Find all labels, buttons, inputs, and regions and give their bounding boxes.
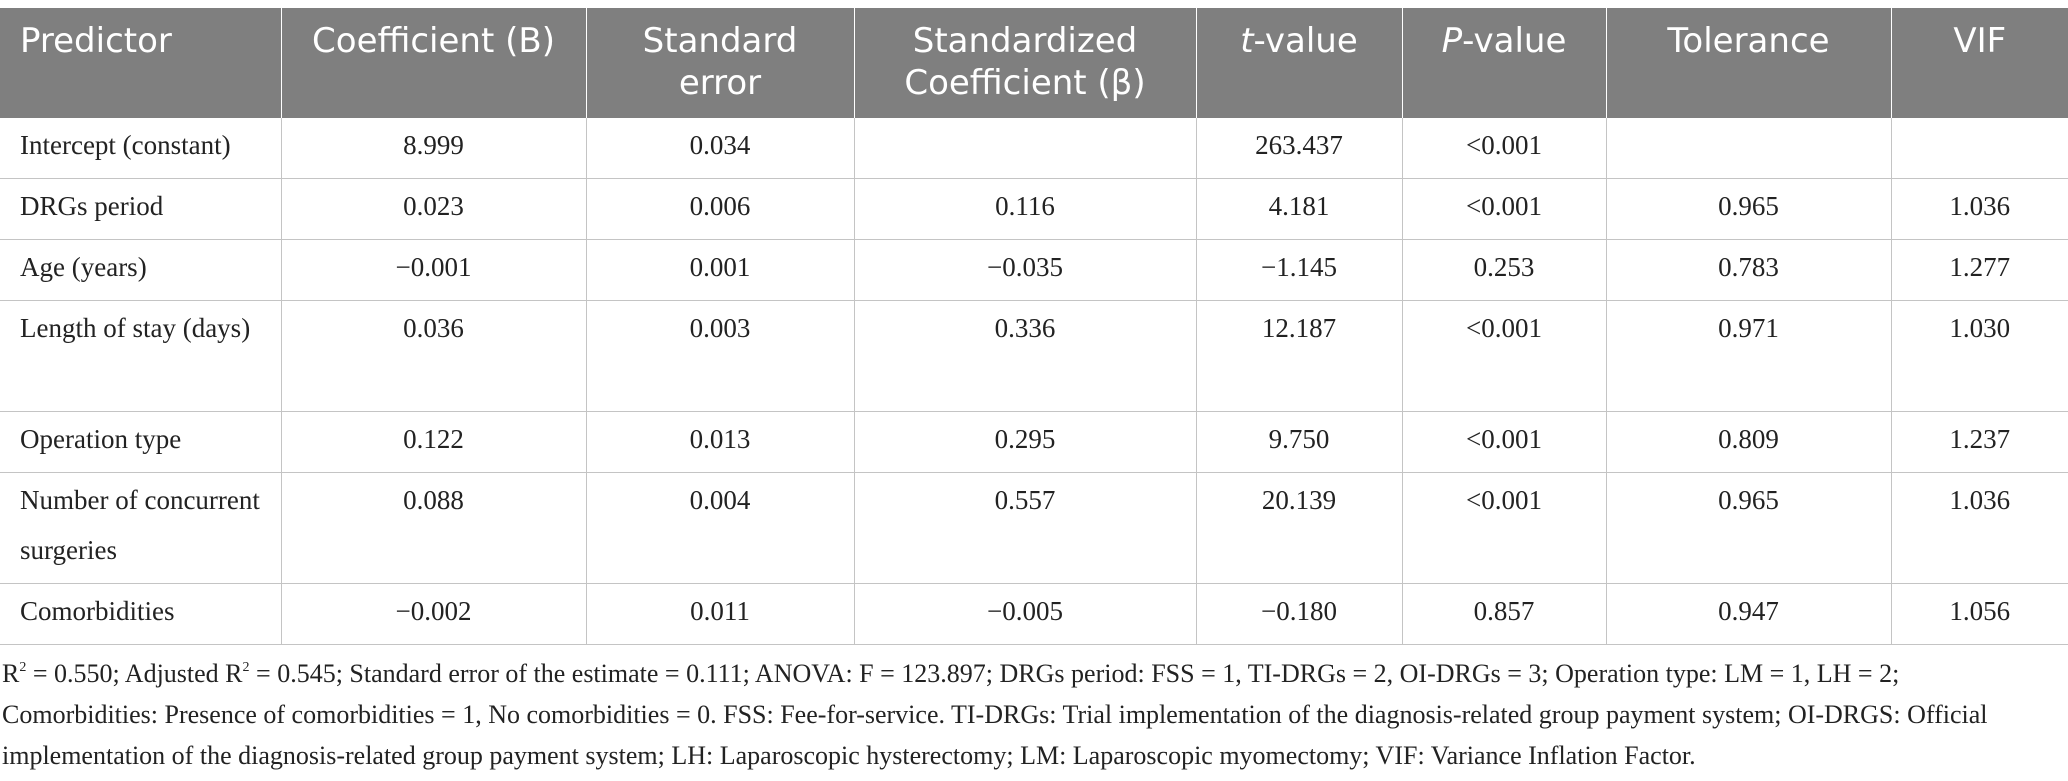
cell-vif: 1.030 [1891, 300, 2068, 412]
cell-coefficient: 8.999 [281, 118, 587, 179]
table-row: Operation type 0.122 0.013 0.295 9.750 <… [0, 411, 2068, 473]
cell-vif [1891, 118, 2068, 179]
cell-p-value: 0.253 [1402, 239, 1607, 301]
cell-predictor: Intercept (constant) [0, 118, 282, 179]
cell-standard-error: 0.004 [586, 472, 855, 584]
cell-coefficient: 0.088 [281, 472, 587, 584]
header-vif: VIF [1891, 8, 2068, 118]
regression-table: Predictor Coefficient (B) Standard error… [0, 8, 2068, 645]
cell-tolerance: 0.965 [1606, 472, 1892, 584]
cell-standardized-coefficient [854, 118, 1197, 179]
cell-vif: 1.056 [1891, 583, 2068, 645]
cell-p-value: <0.001 [1402, 472, 1607, 584]
cell-tolerance: 0.947 [1606, 583, 1892, 645]
cell-tolerance: 0.783 [1606, 239, 1892, 301]
cell-tolerance [1606, 118, 1892, 179]
cell-coefficient: 0.036 [281, 300, 587, 412]
cell-predictor: Number of concurrent surgeries [0, 472, 282, 584]
cell-vif: 1.036 [1891, 178, 2068, 240]
cell-standardized-coefficient: 0.336 [854, 300, 1197, 412]
cell-standardized-coefficient: 0.557 [854, 472, 1197, 584]
cell-t-value: −0.180 [1196, 583, 1403, 645]
cell-predictor: DRGs period [0, 178, 282, 240]
cell-coefficient: 0.122 [281, 411, 587, 473]
cell-t-value: 263.437 [1196, 118, 1403, 179]
cell-coefficient: −0.001 [281, 239, 587, 301]
header-standard-error: Standard error [586, 8, 855, 118]
cell-t-value: 4.181 [1196, 178, 1403, 240]
cell-standard-error: 0.006 [586, 178, 855, 240]
cell-p-value: <0.001 [1402, 411, 1607, 473]
table-row: DRGs period 0.023 0.006 0.116 4.181 <0.0… [0, 178, 2068, 240]
table-row: Intercept (constant) 8.999 0.034 263.437… [0, 118, 2068, 179]
cell-standardized-coefficient: 0.116 [854, 178, 1197, 240]
cell-tolerance: 0.809 [1606, 411, 1892, 473]
cell-standard-error: 0.003 [586, 300, 855, 412]
header-p-value: P-value [1402, 8, 1607, 118]
table-row: Age (years) −0.001 0.001 −0.035 −1.145 0… [0, 239, 2068, 301]
cell-standard-error: 0.013 [586, 411, 855, 473]
cell-vif: 1.036 [1891, 472, 2068, 584]
table-row: Comorbidities −0.002 0.011 −0.005 −0.180… [0, 583, 2068, 645]
cell-t-value: 20.139 [1196, 472, 1403, 584]
cell-tolerance: 0.965 [1606, 178, 1892, 240]
cell-p-value: 0.857 [1402, 583, 1607, 645]
cell-standardized-coefficient: 0.295 [854, 411, 1197, 473]
header-coefficient: Coefficient (B) [281, 8, 587, 118]
table-row: Length of stay (days) 0.036 0.003 0.336 … [0, 300, 2068, 412]
cell-coefficient: 0.023 [281, 178, 587, 240]
cell-standardized-coefficient: −0.035 [854, 239, 1197, 301]
regression-table-container: Predictor Coefficient (B) Standard error… [0, 8, 2068, 776]
header-standardized-coefficient: Standardized Coefficient (β) [854, 8, 1197, 118]
cell-t-value: 12.187 [1196, 300, 1403, 412]
cell-p-value: <0.001 [1402, 118, 1607, 179]
cell-p-value: <0.001 [1402, 300, 1607, 412]
cell-predictor: Age (years) [0, 239, 282, 301]
cell-vif: 1.237 [1891, 411, 2068, 473]
cell-coefficient: −0.002 [281, 583, 587, 645]
header-tolerance: Tolerance [1606, 8, 1892, 118]
header-t-value: t-value [1196, 8, 1403, 118]
cell-standardized-coefficient: −0.005 [854, 583, 1197, 645]
cell-predictor: Length of stay (days) [0, 300, 282, 412]
cell-p-value: <0.001 [1402, 178, 1607, 240]
cell-t-value: −1.145 [1196, 239, 1403, 301]
cell-predictor: Comorbidities [0, 583, 282, 645]
cell-t-value: 9.750 [1196, 411, 1403, 473]
table-row: Number of concurrent surgeries 0.088 0.0… [0, 472, 2068, 584]
cell-vif: 1.277 [1891, 239, 2068, 301]
cell-predictor: Operation type [0, 411, 282, 473]
cell-tolerance: 0.971 [1606, 300, 1892, 412]
cell-standard-error: 0.001 [586, 239, 855, 301]
header-predictor: Predictor [0, 8, 282, 118]
table-footnote: R2 = 0.550; Adjusted R2 = 0.545; Standar… [2, 659, 1988, 770]
cell-standard-error: 0.034 [586, 118, 855, 179]
table-header-row: Predictor Coefficient (B) Standard error… [0, 8, 2068, 118]
cell-standard-error: 0.011 [586, 583, 855, 645]
